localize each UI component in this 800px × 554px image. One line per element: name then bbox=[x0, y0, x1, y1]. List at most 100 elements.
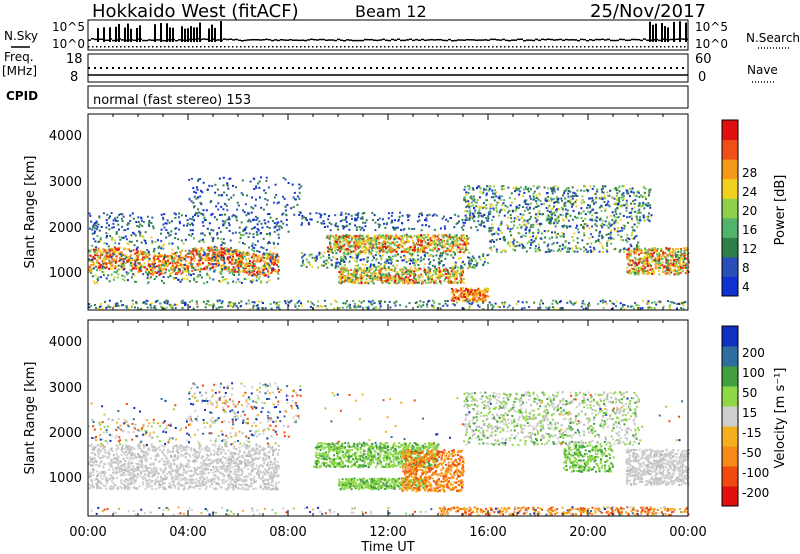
power-cell bbox=[97, 278, 99, 281]
nsearch-trace-dot bbox=[656, 46, 658, 48]
power-cell bbox=[99, 250, 102, 253]
power-cell bbox=[173, 212, 176, 215]
power-cell bbox=[395, 234, 398, 237]
power-cell bbox=[302, 263, 305, 266]
power-cell bbox=[292, 196, 295, 199]
power-cell bbox=[457, 250, 460, 253]
power-cell bbox=[118, 251, 121, 254]
power-cell bbox=[425, 217, 428, 220]
power-cell bbox=[334, 238, 337, 240]
power-cell bbox=[454, 253, 456, 256]
power-cell bbox=[213, 245, 216, 248]
power-cell bbox=[253, 270, 256, 273]
power-cell bbox=[133, 258, 136, 261]
noise-baseline-segment bbox=[451, 39, 454, 42]
power-cell bbox=[243, 252, 246, 255]
power-cell bbox=[265, 180, 268, 182]
power-cell bbox=[391, 241, 394, 244]
power-cell bbox=[131, 267, 134, 270]
noise-baseline-segment bbox=[271, 39, 274, 42]
power-cell bbox=[268, 242, 271, 244]
power-cell bbox=[622, 215, 625, 217]
noise-baseline-segment bbox=[373, 39, 376, 41]
power-cell bbox=[480, 206, 483, 209]
power-cell bbox=[201, 257, 204, 260]
power-cell bbox=[532, 195, 535, 198]
power-cell bbox=[388, 282, 390, 285]
power-cell bbox=[220, 237, 223, 240]
power-cell bbox=[265, 267, 268, 270]
power-cell bbox=[525, 232, 528, 235]
noise-baseline-segment bbox=[379, 39, 382, 41]
power-cell bbox=[586, 224, 589, 227]
power-cell bbox=[119, 251, 122, 254]
power-cell bbox=[171, 242, 174, 245]
power-cell bbox=[255, 279, 258, 282]
power-cell bbox=[247, 212, 249, 215]
power-cell bbox=[537, 198, 540, 201]
power-cell bbox=[303, 216, 305, 219]
power-cell bbox=[114, 242, 117, 245]
noise-baseline-segment bbox=[394, 39, 397, 41]
power-cell bbox=[156, 265, 158, 268]
power-cell bbox=[365, 257, 368, 260]
power-cell bbox=[345, 247, 348, 250]
power-cell bbox=[479, 299, 482, 302]
power-cell bbox=[95, 224, 97, 227]
power-cell bbox=[402, 242, 405, 245]
power-cell bbox=[287, 182, 290, 184]
power-cell bbox=[250, 206, 253, 209]
power-cell bbox=[388, 274, 391, 277]
power-cell bbox=[91, 258, 94, 261]
power-cell bbox=[230, 250, 233, 253]
power-cell bbox=[591, 208, 594, 211]
power-cell bbox=[630, 217, 633, 220]
power-cell bbox=[604, 209, 607, 212]
power-cell bbox=[409, 266, 412, 269]
power-cell bbox=[563, 204, 566, 207]
power-cell bbox=[104, 262, 107, 265]
noise-baseline-segment bbox=[160, 39, 163, 42]
power-cell bbox=[88, 258, 91, 261]
power-cell bbox=[211, 246, 214, 249]
power-cell bbox=[246, 263, 249, 266]
power-cell bbox=[261, 226, 264, 229]
power-cell bbox=[576, 216, 579, 219]
noise-baseline-segment bbox=[400, 39, 403, 42]
power-cell bbox=[551, 207, 554, 210]
power-cell bbox=[154, 254, 157, 257]
power-cell bbox=[240, 281, 243, 284]
power-cell bbox=[391, 220, 394, 223]
power-cell bbox=[248, 270, 251, 273]
power-cell bbox=[277, 201, 280, 204]
power-cell bbox=[476, 185, 479, 188]
power-cell bbox=[372, 240, 375, 243]
power-cell bbox=[589, 218, 592, 221]
power-cell bbox=[357, 243, 360, 246]
power-cell bbox=[442, 250, 445, 253]
power-cell bbox=[89, 259, 92, 262]
power-cell bbox=[388, 255, 390, 258]
power-cell bbox=[464, 200, 467, 203]
power-cell bbox=[607, 200, 610, 203]
power-cell bbox=[574, 194, 577, 197]
power-cell bbox=[390, 247, 393, 250]
power-cell bbox=[516, 241, 519, 243]
power-cell bbox=[496, 201, 499, 204]
power-cell bbox=[618, 204, 621, 207]
power-cell bbox=[125, 238, 128, 241]
power-cell bbox=[357, 235, 360, 238]
power-cell bbox=[231, 232, 234, 235]
power-cell bbox=[419, 244, 421, 247]
power-cell bbox=[417, 238, 420, 241]
power-cell bbox=[145, 271, 147, 274]
power-cell bbox=[374, 272, 377, 275]
power-cell bbox=[256, 233, 259, 236]
power-cell bbox=[554, 185, 557, 188]
power-cell bbox=[472, 188, 475, 191]
power-cell bbox=[353, 243, 356, 246]
power-cell bbox=[177, 255, 180, 258]
power-cell bbox=[463, 234, 465, 237]
power-cell bbox=[96, 281, 99, 284]
power-cell bbox=[193, 206, 195, 209]
